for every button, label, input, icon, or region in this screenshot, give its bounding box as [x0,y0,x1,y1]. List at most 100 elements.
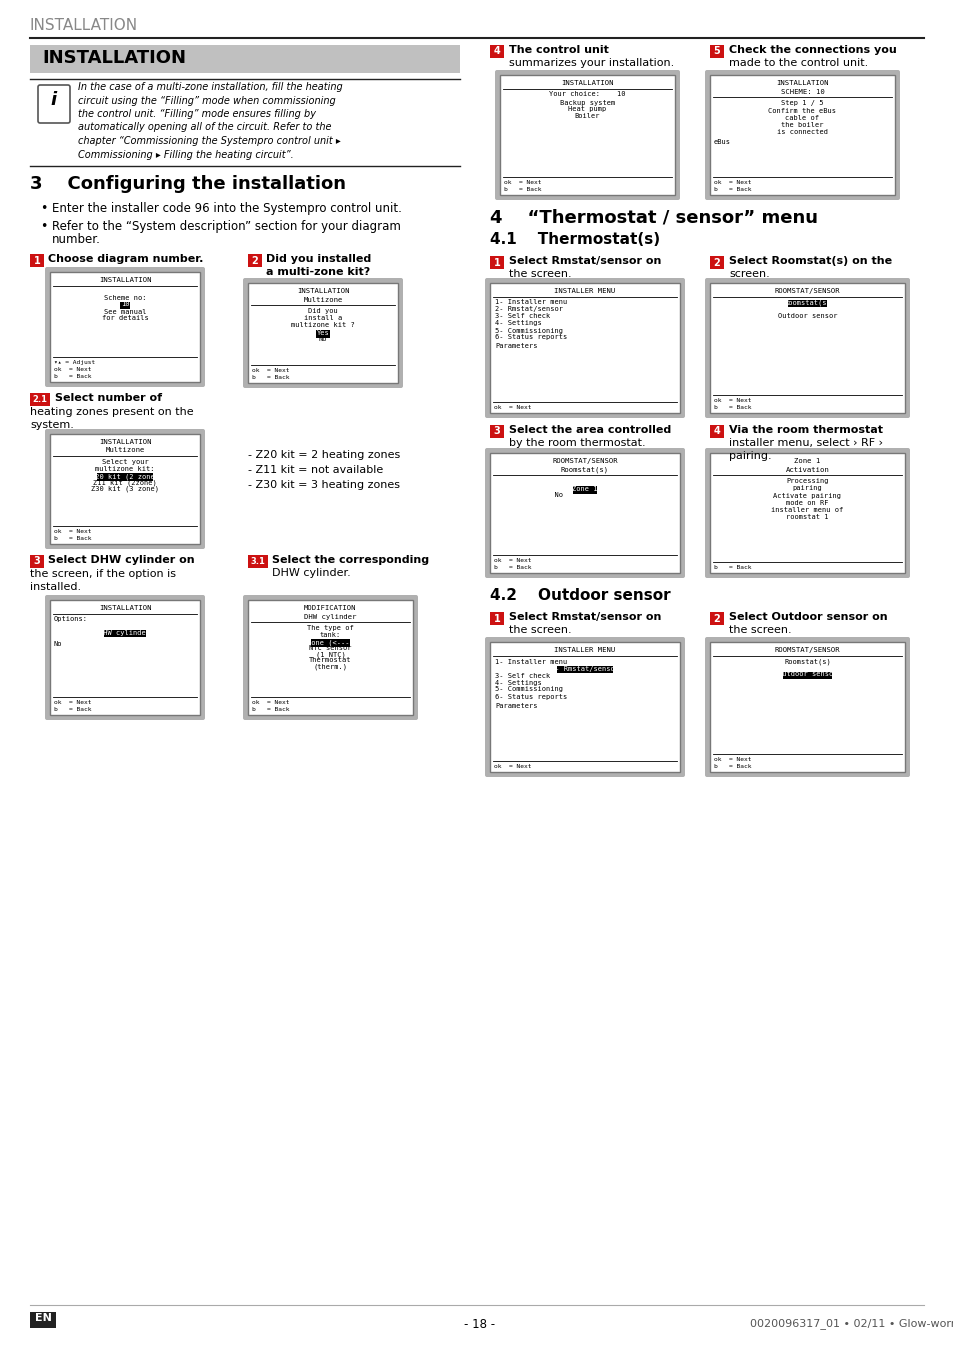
Text: None (<---): None (<---) [307,639,354,645]
Text: Commissioning ▸ Filling the heating circuit”.: Commissioning ▸ Filling the heating circ… [78,150,294,159]
Text: Z30 kit (3 zone): Z30 kit (3 zone) [91,485,159,491]
Text: Z11 kit (2zone): Z11 kit (2zone) [93,479,156,486]
Text: Roomstat(s): Roomstat(s) [783,659,830,666]
FancyBboxPatch shape [704,637,909,778]
Text: The type of: The type of [307,625,354,630]
Text: b   = Back: b = Back [503,188,541,192]
Bar [709,612,723,625]
Text: is connected: is connected [776,130,827,135]
Text: ok  = Next: ok = Next [713,398,751,404]
Text: 4- Settings: 4- Settings [495,679,541,686]
Text: ok  = Next: ok = Next [494,558,531,563]
Text: Did you: Did you [308,308,337,315]
FancyBboxPatch shape [709,76,894,194]
FancyBboxPatch shape [709,284,904,413]
Text: 1- Installer menu: 1- Installer menu [495,300,567,305]
Text: ▾▴ = Adjust: ▾▴ = Adjust [54,360,95,365]
Text: 3: 3 [33,556,40,567]
Text: 3- Self check: 3- Self check [495,672,550,679]
FancyBboxPatch shape [490,643,679,772]
FancyBboxPatch shape [484,448,684,578]
FancyBboxPatch shape [38,85,70,123]
Text: 3- Self check: 3- Self check [495,313,550,320]
Text: ok  = Next: ok = Next [713,757,751,761]
Text: 6- Status reports: 6- Status reports [495,335,567,340]
Text: Refer to the “System description” section for your diagram: Refer to the “System description” sectio… [52,220,400,234]
Text: INSTALLATION: INSTALLATION [99,605,152,612]
Text: Confirm the eBus: Confirm the eBus [768,108,836,113]
Text: Did you installed: Did you installed [266,254,371,265]
Text: Activate pairing: Activate pairing [773,493,841,500]
Text: ok  = Next: ok = Next [494,405,531,410]
Text: Via the room thermostat: Via the room thermostat [728,425,882,435]
FancyBboxPatch shape [495,70,679,200]
Text: the screen.: the screen. [728,625,791,634]
Text: installer menu, select › RF ›: installer menu, select › RF › [728,437,882,448]
Text: 5: 5 [713,46,720,57]
Text: Zone 1: Zone 1 [794,458,820,464]
Text: INSTALLATION: INSTALLATION [99,277,152,284]
Text: 4: 4 [713,427,720,436]
Text: 6- Status reports: 6- Status reports [495,694,567,699]
Text: - 18 -: - 18 - [464,1318,495,1331]
Text: ok  = Next: ok = Next [54,529,91,535]
Text: Multizone: Multizone [105,447,145,454]
Text: Select Roomstat(s) on the: Select Roomstat(s) on the [728,256,891,266]
Text: Select number of: Select number of [55,393,162,404]
Text: Roomstat(s): Roomstat(s) [560,467,608,472]
Bar [30,393,50,406]
Text: ok  = Next: ok = Next [494,764,531,769]
Text: 1- Installer menu: 1- Installer menu [495,659,567,664]
Text: •: • [40,220,48,234]
Text: number.: number. [52,234,101,246]
Text: •: • [40,202,48,215]
Text: Select the corresponding: Select the corresponding [272,555,429,566]
Text: Roomstat(s): Roomstat(s) [783,300,830,306]
Text: Thermostat: Thermostat [309,657,352,663]
Text: Choose diagram number.: Choose diagram number. [48,254,203,265]
Text: (therm.): (therm.) [314,663,347,670]
Text: by the room thermostat.: by the room thermostat. [509,437,645,448]
Text: Select Rmstat/sensor on: Select Rmstat/sensor on [509,612,660,622]
Text: MODIFICATION: MODIFICATION [304,605,356,612]
Text: Multizone: Multizone [303,297,342,302]
FancyBboxPatch shape [709,454,904,572]
FancyBboxPatch shape [704,278,909,418]
Text: summarizes your installation.: summarizes your installation. [509,58,674,68]
Text: Select Outdoor sensor on: Select Outdoor sensor on [728,612,886,622]
Text: - Z20 kit = 2 heating zones: - Z20 kit = 2 heating zones [248,450,400,460]
Text: automatically opening all of the circuit. Refer to the: automatically opening all of the circuit… [78,123,331,132]
Text: the control unit. “Filling” mode ensures filling by: the control unit. “Filling” mode ensures… [78,109,315,119]
Text: - Z11 kit = not available: - Z11 kit = not available [248,464,383,475]
FancyBboxPatch shape [248,599,413,716]
Text: a multi-zone kit?: a multi-zone kit? [266,267,370,277]
Text: 5- Commissioning: 5- Commissioning [495,328,562,333]
Text: No: No [318,336,327,342]
Text: pairing: pairing [792,485,821,491]
FancyBboxPatch shape [709,643,904,772]
Text: 4- Settings: 4- Settings [495,320,541,327]
Text: 2: 2 [713,258,720,267]
FancyBboxPatch shape [50,599,200,716]
Bar [490,612,503,625]
Text: b   = Back: b = Back [54,374,91,379]
Bar [787,300,826,306]
Text: Activation: Activation [785,467,828,472]
Text: DHW cylinder: DHW cylinder [304,613,356,620]
Text: 0020096317_01 • 02/11 • Glow-worm: 0020096317_01 • 02/11 • Glow-worm [749,1318,953,1328]
Text: DHW cylinder: DHW cylinder [99,629,151,636]
Text: ROOMSTAT/SENSOR: ROOMSTAT/SENSOR [552,458,618,464]
Text: b   = Back: b = Back [713,188,751,192]
Text: the screen.: the screen. [509,269,571,279]
Bar [709,256,723,269]
FancyBboxPatch shape [248,284,397,383]
Text: Outdoor sensor: Outdoor sensor [777,312,837,319]
Text: No: No [495,491,562,498]
Text: 3: 3 [493,427,500,436]
Text: b   = Back: b = Back [252,707,289,711]
Text: 3.1: 3.1 [251,558,265,566]
FancyBboxPatch shape [243,595,417,720]
Text: Backup system: Backup system [559,100,615,105]
Text: ok  = Next: ok = Next [252,369,289,373]
FancyBboxPatch shape [490,454,679,572]
